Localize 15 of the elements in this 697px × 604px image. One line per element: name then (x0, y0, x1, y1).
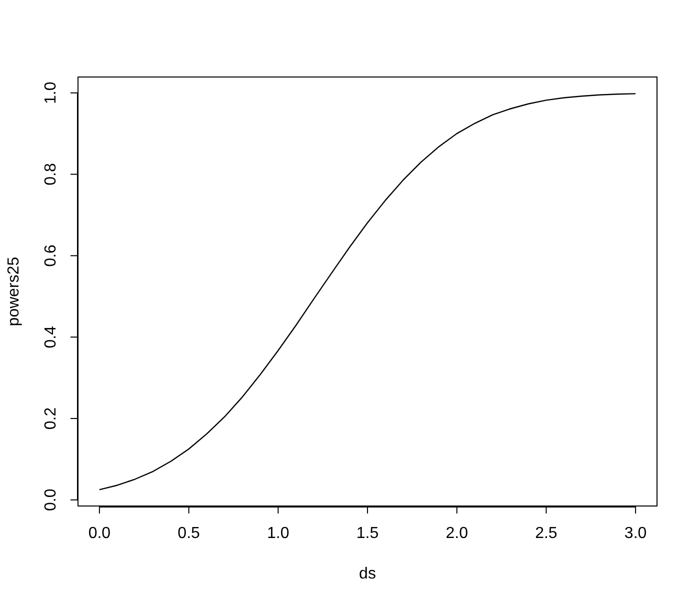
x-tick-label: 1.5 (356, 524, 379, 542)
y-axis-title: powers25 (5, 256, 22, 326)
y-tick-label: 0.4 (42, 326, 60, 348)
y-tick-label: 0.2 (42, 407, 60, 430)
y-tick-label: 0.6 (42, 244, 60, 267)
y-tick-label: 1.0 (42, 82, 60, 104)
x-tick-label: 0.0 (88, 524, 111, 542)
x-tick-label: 1.0 (267, 524, 290, 542)
y-tick-label: 0.0 (42, 488, 60, 512)
y-tick-label: 0.8 (42, 163, 60, 186)
x-tick-label: 2.0 (446, 524, 468, 542)
x-tick-label: 2.5 (535, 524, 558, 542)
x-tick-label: 0.5 (178, 524, 200, 542)
x-axis-title: ds (359, 565, 376, 582)
x-tick-label: 3.0 (624, 524, 647, 542)
